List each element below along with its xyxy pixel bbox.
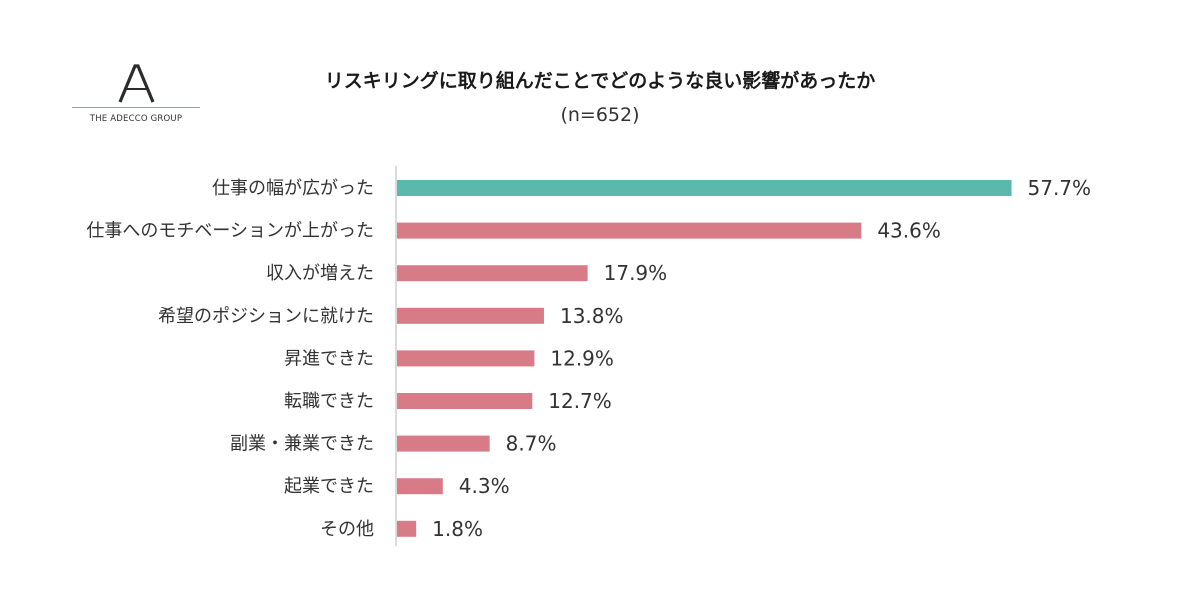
bar [397, 435, 490, 452]
bar [397, 265, 588, 282]
bar [397, 393, 533, 409]
category-label: 仕事へのモチベーションが上がった [86, 221, 374, 242]
value-label: 12.9% [550, 346, 614, 370]
value-label: 17.9% [604, 261, 668, 285]
category-label: 転職できた [284, 391, 374, 412]
bar [397, 307, 544, 324]
value-label: 4.3% [459, 474, 510, 498]
bar [397, 520, 417, 537]
value-label: 1.8% [432, 517, 483, 541]
bar [397, 222, 862, 239]
value-label: 57.7% [1028, 176, 1092, 200]
value-label: 8.7% [506, 432, 557, 456]
value-label: 12.7% [548, 389, 612, 413]
logo-divider [72, 107, 200, 108]
adecco-a-logo-icon [118, 64, 155, 103]
bar [397, 478, 443, 495]
category-label: 収入が増えた [266, 263, 374, 284]
chart-title: リスキリングに取り組んだことでどのような良い影響があったか [324, 70, 876, 92]
category-label: 昇進できた [284, 348, 374, 369]
bar [397, 180, 1012, 196]
category-label: 仕事の幅が広がった [212, 178, 374, 199]
value-label: 13.8% [560, 304, 624, 328]
value-label: 43.6% [877, 219, 941, 243]
adecco-logo: THE ADECCO GROUP [72, 62, 200, 132]
logo-text: THE ADECCO GROUP [89, 114, 183, 124]
category-label: その他 [320, 519, 374, 540]
category-label: 希望のポジションに就けた [158, 306, 374, 327]
bar [397, 350, 535, 367]
chart-subtitle: (n=652) [560, 104, 640, 126]
category-label: 起業できた [284, 476, 374, 497]
category-label: 副業・兼業できた [230, 434, 374, 455]
